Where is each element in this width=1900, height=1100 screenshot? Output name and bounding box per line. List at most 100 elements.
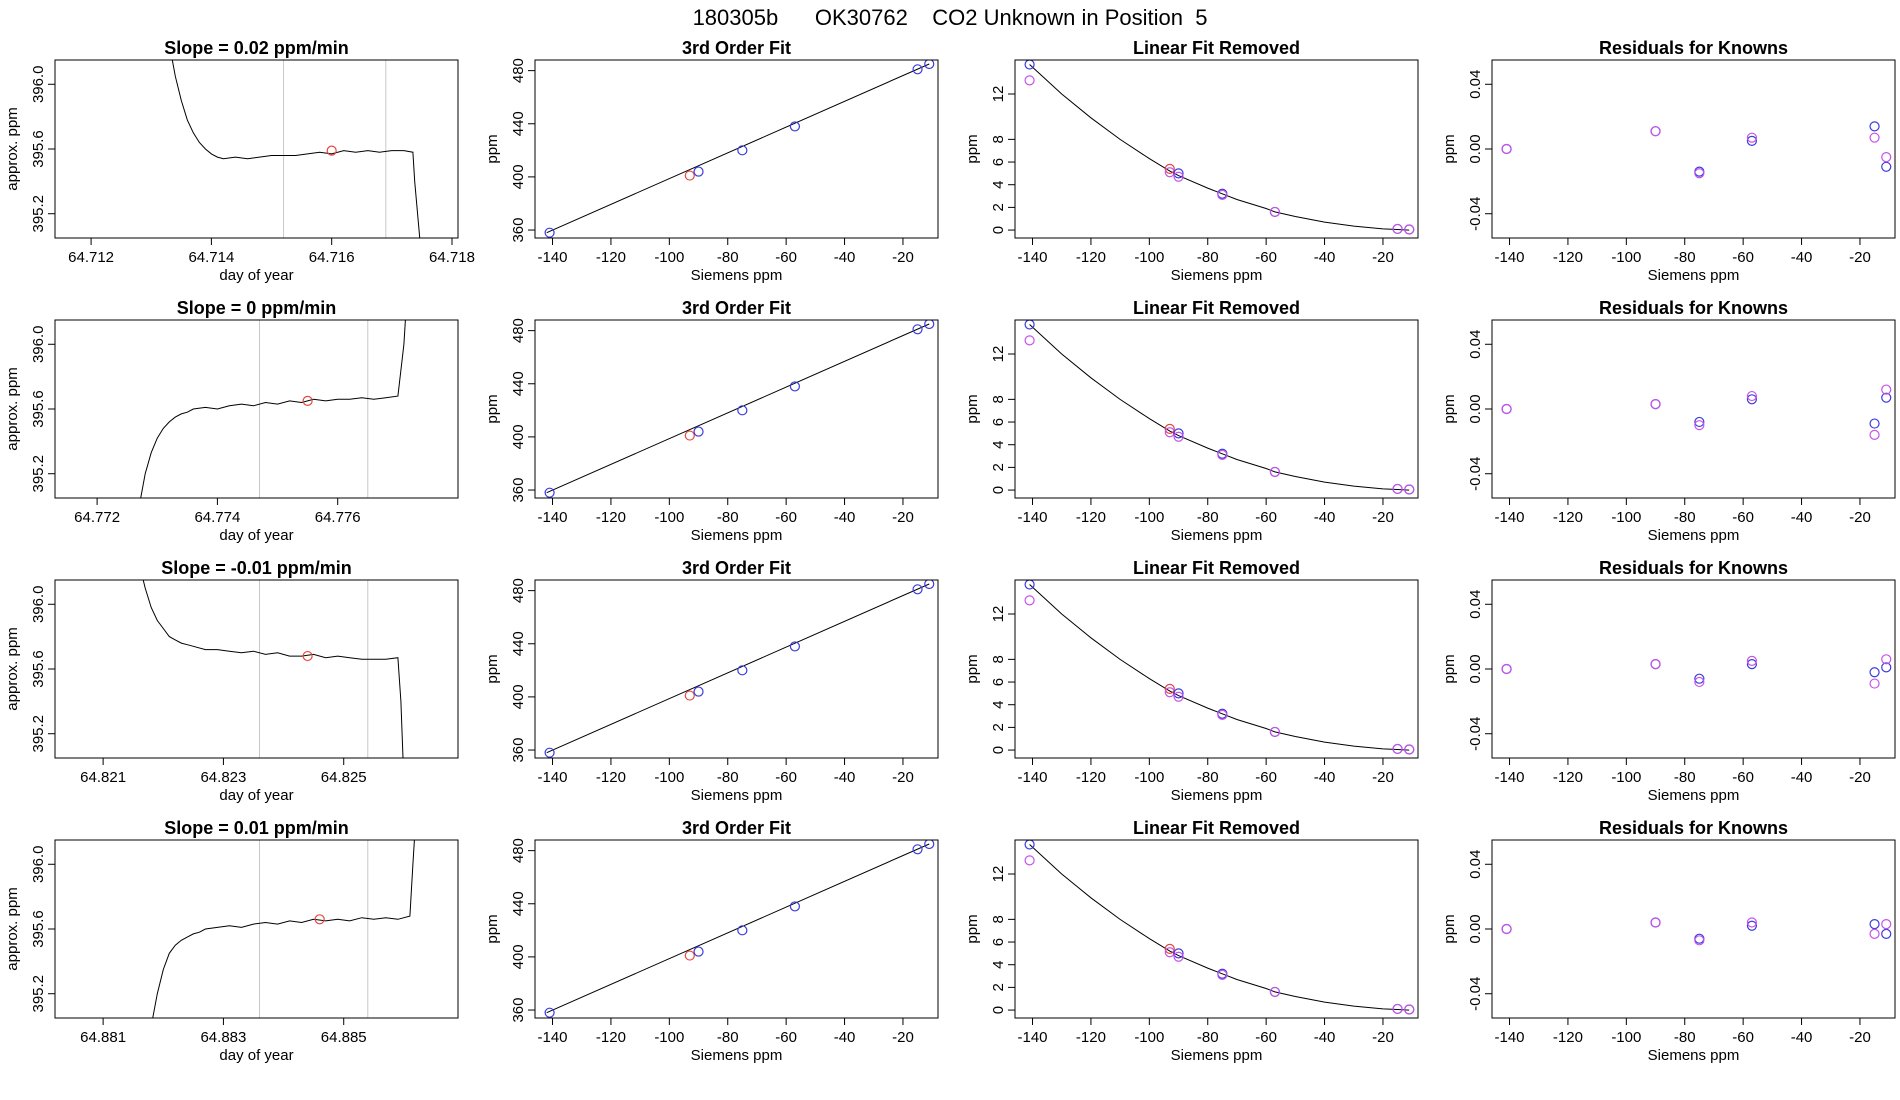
y-tick-label: 0.04 [1467,590,1484,619]
y-tick-label: 395.6 [30,910,47,948]
data-point [1694,168,1705,179]
y-tick-label: 360 [510,738,527,763]
y-tick-label: 8 [990,655,1007,663]
x-tick-label: -40 [1314,509,1336,526]
x-tick-label: -140 [1018,249,1048,266]
data-point [684,950,695,961]
fit-curve [1029,64,1410,231]
data-point [1173,168,1184,179]
plot-frame [54,319,459,499]
x-axis-label: day of year [219,527,293,544]
panel-trace-row-3: Slope = -0.01 ppm/min 64.821 64.823 64.825 d… [4,558,459,804]
x-tick-label: -60 [1732,769,1754,786]
plot-frame [1491,579,1896,759]
plot-data [1024,580,1415,755]
panel-linres-row-4: Linear Fit Removed -140 -120 -100 -80 -60 -40 -… [964,818,1419,1064]
page-title: 180305b OK30762 CO2 Unknown in Position … [692,5,1208,30]
plot-frame [54,579,459,759]
data-point [737,665,748,676]
plot-frame [534,59,939,239]
y-tick-label: 12 [990,866,1007,883]
data-point [924,840,935,850]
data-point [1746,132,1758,143]
data-point [1501,663,1512,675]
panel-resid-row-2: Residuals for Knowns -140 -120 -100 -80 -60 -4… [1441,298,1896,544]
panel-fit-row-3: 3rd Order Fit -140 -120 -100 -80 -60 -40 -20 Sie… [484,558,939,804]
y-tick-label: 396.0 [30,325,47,363]
plot-data [544,60,935,238]
plot-frame [534,579,939,759]
data-point [1869,667,1880,678]
x-axis-label: Siemens ppm [1171,267,1263,284]
x-tick-label: -100 [654,1029,684,1046]
y-tick-label: 0.00 [1467,134,1484,163]
data-point [1746,920,1758,931]
x-tick-label: 64.825 [321,769,367,786]
x-axis-label: Siemens ppm [1171,1047,1263,1064]
data-point [1217,449,1228,461]
x-tick-label: -20 [1849,769,1871,786]
x-axis-label: Siemens ppm [1648,787,1740,804]
y-tick-label: 360 [510,218,527,243]
data-point [1869,121,1880,132]
data-point [789,381,801,392]
y-tick-label: 480 [510,838,527,863]
panel-resid-row-3: Residuals for Knowns -140 -120 -100 -80 -60 -4… [1441,558,1896,804]
data-point [684,170,695,181]
y-tick-label: -0.04 [1467,457,1484,491]
y-tick-label: 4 [990,441,1007,449]
x-tick-label: -20 [892,509,914,526]
y-tick-label: 0 [990,486,1007,494]
data-point [1501,923,1512,935]
plot-frame [534,839,939,1019]
x-axis-label: day of year [219,1047,293,1064]
x-tick-label: -20 [1372,769,1394,786]
data-point [1392,483,1403,495]
data-point [1650,399,1661,410]
x-tick-label: -60 [775,249,797,266]
panel-trace-row-1: Slope = 0.02 ppm/min 64.712 64.714 64.716 64… [4,38,475,284]
data-point [1650,917,1661,928]
x-axis-label: day of year [219,267,293,284]
data-point [1746,655,1758,667]
x-tick-label: -40 [1791,509,1813,526]
panel-linres-row-3: Linear Fit Removed -140 -120 -100 -80 -60 -40 -… [964,558,1419,804]
panel-fit-row-4: 3rd Order Fit -140 -120 -100 -80 -60 -40 -20 Sie… [484,818,939,1064]
data-point [1881,928,1892,939]
plot-frame [54,59,459,239]
x-tick-label: -120 [1076,249,1106,266]
data-point [693,946,704,957]
x-axis-label: Siemens ppm [691,267,783,284]
data-point [1881,654,1892,665]
data-point [1173,431,1184,442]
data-point [1746,917,1758,928]
data-point [1869,678,1880,689]
y-tick-label: 440 [510,371,527,396]
x-tick-label: -60 [1732,1029,1754,1046]
panel-title: Linear Fit Removed [1133,818,1300,838]
y-axis-label: ppm [484,134,501,163]
data-point [1869,429,1880,440]
data-point [1173,428,1184,439]
x-tick-label: -40 [1314,1029,1336,1046]
y-tick-label: 395.2 [30,715,47,753]
y-tick-label: 6 [990,158,1007,166]
x-tick-label: -140 [1495,1029,1525,1046]
x-tick-label: 64.776 [315,509,361,526]
data-point [1869,418,1880,429]
data-point [789,901,801,912]
x-tick-label: 64.718 [429,249,475,266]
x-axis-label: day of year [219,787,293,804]
plot-frame [534,319,939,499]
data-point [1164,423,1175,434]
data-point [1173,688,1184,699]
x-tick-label: -80 [1674,1029,1696,1046]
data-point [1501,143,1512,155]
data-point [1269,466,1281,478]
data-point [912,324,923,335]
data-point [1881,662,1892,673]
x-tick-label: -120 [596,769,626,786]
y-tick-label: 480 [510,318,527,343]
panel-fit-row-2: 3rd Order Fit -140 -120 -100 -80 -60 -40 -20 Sie… [484,298,939,544]
x-tick-label: -120 [596,509,626,526]
